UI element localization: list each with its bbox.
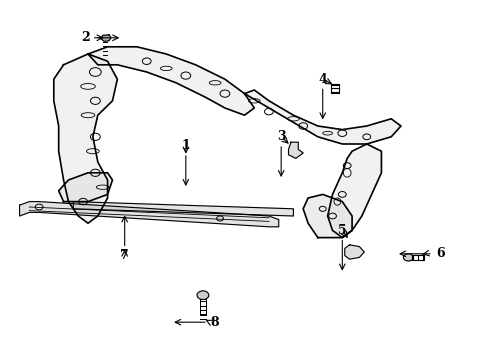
Polygon shape (327, 144, 381, 238)
Circle shape (403, 254, 412, 261)
Polygon shape (303, 194, 351, 238)
Polygon shape (20, 202, 278, 227)
Polygon shape (101, 35, 111, 41)
Text: 7: 7 (120, 249, 129, 262)
Polygon shape (288, 142, 303, 158)
Polygon shape (59, 173, 112, 202)
Text: 8: 8 (210, 316, 219, 329)
Polygon shape (73, 202, 293, 216)
Polygon shape (54, 54, 117, 223)
Text: 3: 3 (276, 130, 285, 143)
Text: 5: 5 (337, 224, 346, 237)
Text: 6: 6 (435, 247, 444, 260)
Text: 1: 1 (181, 139, 190, 152)
Polygon shape (344, 245, 364, 259)
Text: 4: 4 (318, 73, 326, 86)
Polygon shape (88, 47, 254, 115)
Polygon shape (244, 90, 400, 144)
Text: 2: 2 (81, 31, 90, 44)
Circle shape (197, 291, 208, 300)
